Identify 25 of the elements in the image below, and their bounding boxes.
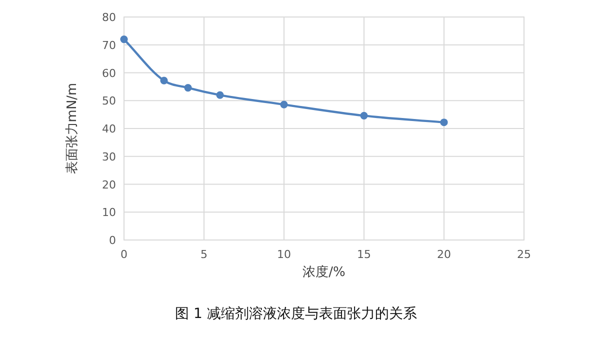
x-axis-title: 浓度/%: [302, 264, 346, 280]
point: [440, 118, 448, 126]
point: [280, 100, 288, 108]
x-tick-label: 0: [120, 248, 128, 261]
y-tick-label: 0: [109, 234, 116, 247]
point: [120, 36, 128, 44]
y-axis-title: 表面张力mN/m: [65, 82, 80, 174]
x-tick-label: 15: [357, 248, 371, 261]
x-tick-label: 10: [277, 248, 291, 261]
y-tick-label: 70: [102, 38, 116, 52]
y-tick-label: 30: [102, 150, 116, 164]
x-tick-label: 20: [437, 248, 451, 261]
y-tick-label: 10: [102, 206, 116, 220]
y-tick-label: 60: [102, 66, 116, 80]
x-tick-label: 5: [200, 248, 208, 261]
point: [360, 112, 368, 120]
x-tick-label: 25: [517, 248, 531, 261]
point: [160, 76, 168, 84]
y-tick-label: 80: [102, 11, 116, 24]
y-tick-label: 20: [102, 178, 116, 192]
text: 图 1 减缩剂溶液浓度与表面张力的关系: [175, 306, 417, 322]
y-tick-label: 40: [102, 122, 116, 136]
point: [216, 91, 224, 99]
y-tick-label: 50: [102, 94, 116, 108]
point: [184, 84, 192, 92]
